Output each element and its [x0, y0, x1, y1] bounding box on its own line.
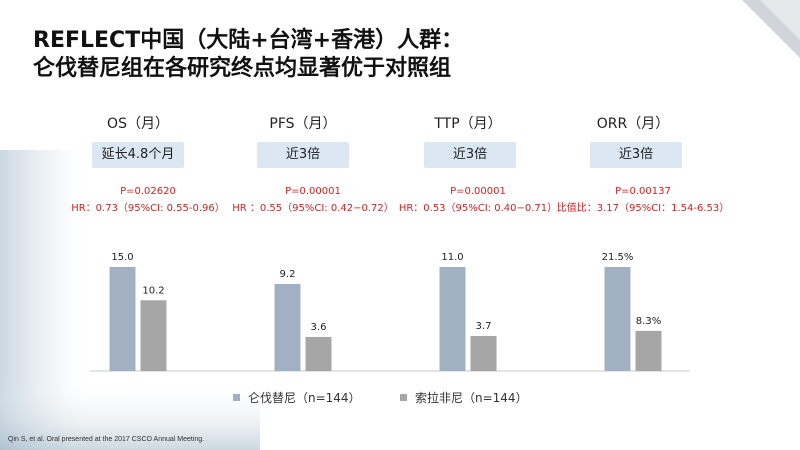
bar-os-series-2 [140, 300, 167, 371]
legend-swatch-sorafenib [400, 393, 407, 401]
legend-item-sorafenib: 索拉非尼（n=144） [400, 389, 528, 405]
data-label-ttp-series-1: 11.0 [441, 252, 463, 263]
bar-orr-series-2 [635, 330, 662, 371]
group-label-orr: ORR（月） [596, 116, 670, 132]
slide-title-line-2: 仑伐替尼组在各研究终点均显著优于对照组 [33, 56, 452, 81]
odds-ratio-orr: 比值比：3.17（95%CI：1.54-6.53） [556, 203, 730, 214]
data-label-pfs-series-2: 3.6 [311, 322, 327, 333]
data-label-ttp-series-2: 3.7 [476, 321, 492, 332]
footnote-citation: Qin S, et al. Oral presented at the 2017… [8, 436, 205, 443]
hr-pfs: HR ：0.55（95%CI: 0.42−0.72） [232, 203, 394, 214]
effect-box-pfs: 近3倍 [257, 142, 349, 168]
bar-group: 15.0 9.2 11.0 21.5% 10.2 3.6 3.7 8.3% [109, 252, 662, 371]
legend-swatch-lenvatinib [233, 393, 240, 401]
data-label-orr-series-2: 8.3% [636, 316, 661, 327]
legend-label-sorafenib: 索拉非尼（n=144） [415, 390, 528, 405]
effect-box-os: 延长4.8个月 [92, 142, 184, 168]
group-label-os: OS（月） [107, 116, 169, 132]
effect-box-orr: 近3倍 [590, 142, 682, 168]
bar-ttp-series-1 [439, 267, 466, 371]
bar-orr-series-1 [604, 267, 631, 371]
slide-title-line-1: REFLECT中国（大陆+台湾+香港）人群： [33, 28, 464, 53]
p-value-os: P=0.02620 [120, 186, 176, 197]
top-right-corner-shape-light [760, 0, 800, 40]
p-value-orr: P=0.00137 [615, 186, 671, 197]
bar-os-series-1 [109, 267, 136, 371]
group-label-ttp: TTP（月） [434, 116, 502, 132]
hr-ttp: HR：0.53（95%CI: 0.40−0.71） [398, 203, 558, 214]
bar-pfs-series-2 [305, 336, 332, 371]
effect-box-ttp: 近3倍 [424, 142, 516, 168]
data-label-os-series-2: 10.2 [142, 285, 164, 296]
data-label-orr-series-1: 21.5% [602, 252, 634, 263]
legend-label-lenvatinib: 仑伐替尼（n=144） [248, 390, 361, 405]
hr-os: HR：0.73（95%CI: 0.55-0.96） [71, 203, 225, 214]
p-value-pfs: P=0.00001 [285, 186, 341, 197]
p-value-ttp: P=0.00001 [450, 186, 506, 197]
group-label-pfs: PFS（月） [269, 116, 337, 132]
data-label-os-series-1: 15.0 [111, 252, 133, 263]
bar-ttp-series-2 [470, 336, 497, 371]
bar-pfs-series-1 [274, 284, 301, 371]
data-label-pfs-series-1: 9.2 [280, 269, 296, 280]
legend-item-lenvatinib: 仑伐替尼（n=144） [233, 389, 361, 405]
bottom-map-shade [0, 380, 260, 450]
